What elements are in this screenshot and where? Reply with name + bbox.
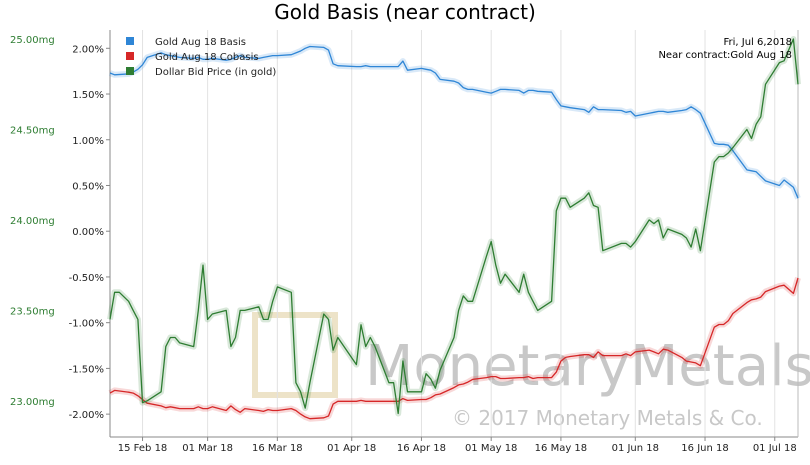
- info-contract: Near contract:Gold Aug 18: [658, 50, 792, 61]
- left-tick-label: 25.00mg: [10, 35, 55, 46]
- x-tick-label: 16 Mar 18: [252, 443, 303, 454]
- axes: 15 Feb 18 01 Mar 18 16 Mar 18 01 Apr 18 16 A…: [10, 30, 799, 454]
- x-tick-label: 01 Mar 18: [182, 443, 233, 454]
- x-tick-label: 16 Apr 18: [397, 443, 446, 454]
- right-tick-label: -1.50%: [69, 364, 104, 375]
- copyright-text: © 2017 Monetary Metals & Co.: [452, 406, 763, 430]
- series-line-basis: [109, 45, 799, 199]
- right-tick-label: 0.00%: [72, 227, 104, 238]
- x-tick-label: 01 Apr 18: [327, 443, 376, 454]
- legend: Gold Aug 18 Basis Gold Aug 18 Cobasis Do…: [126, 37, 276, 78]
- left-tick-label: 23.50mg: [10, 306, 55, 317]
- legend-swatch-basis: [126, 37, 134, 45]
- grid-lines: [142, 30, 776, 437]
- left-tick-label: 23.00mg: [10, 397, 55, 408]
- chart-title: Gold Basis (near contract): [274, 0, 536, 24]
- right-tick-label: -2.00%: [69, 410, 104, 421]
- x-tick-label: 01 Jun 18: [612, 443, 659, 454]
- right-tick-label: 0.50%: [72, 181, 104, 192]
- info-box: Fri, Jul 6,2018 Near contract:Gold Aug 1…: [658, 37, 792, 61]
- legend-label-cobasis: Gold Aug 18 Cobasis: [155, 52, 259, 63]
- right-tick-label: -1.00%: [69, 319, 104, 330]
- info-date: Fri, Jul 6,2018: [723, 37, 792, 48]
- right-tick-label: 1.50%: [72, 90, 104, 101]
- x-tick-label: 01 Jul 18: [753, 443, 797, 454]
- x-tick-label: 15 Feb 18: [118, 443, 168, 454]
- plot-series: [107, 36, 801, 422]
- x-tick-label: 16 Jun 18: [681, 443, 728, 454]
- legend-label-dollar: Dollar Bid Price (in gold): [155, 67, 276, 78]
- watermark-text: MonetaryMetals: [365, 334, 810, 399]
- right-tick-label: -0.50%: [69, 273, 104, 284]
- left-tick-label: 24.50mg: [10, 125, 55, 136]
- legend-swatch-cobasis: [126, 52, 134, 60]
- x-tick-label: 16 May 18: [535, 443, 587, 454]
- series-line-cobasis: [109, 277, 799, 420]
- right-tick-label: 1.00%: [72, 136, 104, 147]
- legend-swatch-dollar: [126, 67, 134, 75]
- watermark-logo: [252, 312, 338, 398]
- left-tick-label: 24.00mg: [10, 216, 55, 227]
- x-tick-label: 01 May 18: [465, 443, 517, 454]
- series-line-dollar: [109, 38, 799, 415]
- legend-label-basis: Gold Aug 18 Basis: [155, 37, 246, 48]
- right-tick-label: 2.00%: [72, 44, 104, 55]
- watermark: MonetaryMetals © 2017 Monetary Metals & …: [252, 312, 810, 430]
